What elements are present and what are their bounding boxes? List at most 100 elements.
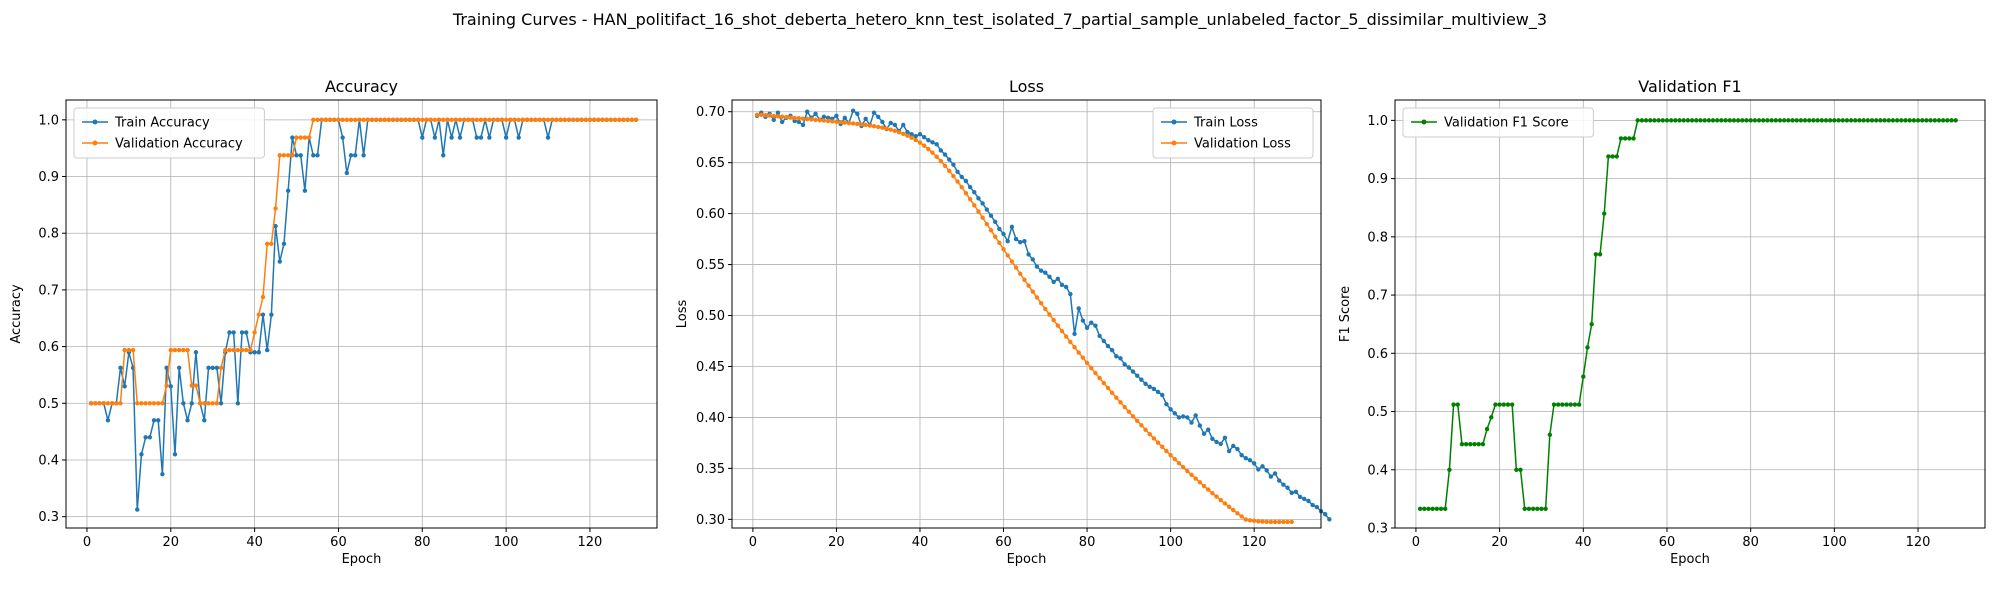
data-point: [1878, 118, 1883, 123]
legend-label: Validation Accuracy: [115, 137, 243, 152]
data-point: [1080, 355, 1086, 360]
x-tick-label: 120: [578, 535, 603, 550]
data-point: [1924, 118, 1929, 123]
data-point: [269, 312, 274, 317]
data-point: [122, 347, 127, 353]
data-point: [608, 117, 614, 123]
data-point: [264, 241, 270, 247]
data-point: [913, 137, 918, 143]
data-point: [621, 117, 626, 123]
data-point: [1189, 472, 1194, 478]
data-point: [160, 401, 165, 406]
data-point: [1819, 118, 1825, 123]
data-point: [880, 125, 885, 130]
data-point: [248, 347, 253, 353]
data-point: [449, 117, 454, 123]
data-point: [1210, 436, 1215, 442]
data-point: [855, 111, 860, 116]
data-point: [1155, 440, 1161, 445]
data-point: [93, 401, 98, 406]
data-point: [1101, 380, 1106, 386]
data-point: [1430, 506, 1435, 511]
data-point: [386, 117, 391, 123]
data-point: [189, 401, 194, 406]
data-point: [779, 119, 785, 125]
data-point: [1953, 118, 1958, 123]
data-point: [1756, 118, 1762, 123]
data-point: [972, 190, 977, 195]
y-tick-label: 0.8: [1367, 230, 1388, 245]
data-point: [1135, 373, 1140, 378]
data-point: [1055, 323, 1061, 328]
data-point: [1277, 478, 1282, 483]
data-point: [1105, 343, 1111, 349]
data-point: [1593, 252, 1599, 257]
data-point: [1214, 494, 1219, 499]
data-point: [1535, 506, 1540, 511]
data-point: [1668, 118, 1674, 123]
data-point: [1214, 439, 1219, 445]
y-tick-label: 0.40: [696, 411, 725, 426]
data-point: [1197, 423, 1203, 428]
data-point: [1256, 467, 1261, 472]
data-point: [1786, 118, 1791, 123]
data-point: [1706, 118, 1712, 123]
data-point: [1302, 496, 1307, 502]
data-point: [491, 117, 496, 123]
data-point: [1781, 118, 1787, 123]
data-point: [424, 117, 429, 123]
data-point: [1030, 289, 1035, 294]
data-point: [378, 117, 383, 123]
data-point: [151, 418, 157, 423]
data-point: [1122, 404, 1127, 410]
data-point: [1890, 118, 1896, 123]
data-point: [1761, 118, 1766, 123]
data-point: [1769, 118, 1774, 123]
data-point: [800, 122, 806, 128]
data-point: [244, 330, 249, 335]
data-point: [980, 201, 985, 206]
data-point: [445, 117, 450, 123]
data-point: [1576, 402, 1582, 407]
legend-box: [1402, 107, 1594, 138]
legend-marker: [1171, 140, 1177, 146]
data-point: [1597, 252, 1603, 257]
data-point: [273, 206, 278, 211]
data-point: [1009, 224, 1015, 230]
data-point: [1218, 441, 1223, 447]
data-point: [227, 330, 232, 335]
data-point: [1874, 118, 1879, 123]
data-point: [277, 153, 282, 158]
data-point: [554, 117, 559, 123]
data-point: [821, 114, 827, 120]
data-point: [1886, 118, 1891, 123]
series-train-loss: [754, 108, 1332, 522]
data-point: [951, 173, 956, 179]
data-point: [617, 117, 622, 123]
data-point: [955, 169, 960, 175]
data-point: [1264, 468, 1269, 473]
data-point: [1235, 446, 1240, 452]
data-point: [520, 117, 526, 123]
data-point: [1547, 432, 1553, 438]
data-point: [1744, 118, 1749, 123]
data-point: [876, 124, 881, 130]
series-validation-loss: [754, 112, 1294, 525]
data-point: [976, 196, 981, 201]
data-point: [1773, 118, 1778, 123]
data-point: [361, 117, 366, 123]
data-point: [109, 401, 115, 406]
y-tick-label: 0.7: [38, 283, 59, 298]
data-point: [143, 435, 148, 440]
data-point: [1501, 402, 1506, 407]
data-point: [901, 131, 906, 137]
data-point: [315, 117, 320, 123]
data-point: [1514, 467, 1519, 472]
data-point: [277, 259, 282, 264]
data-point: [1038, 301, 1044, 306]
x-tick-label: 20: [828, 535, 845, 550]
data-point: [926, 146, 931, 152]
data-point: [850, 121, 856, 126]
data-point: [804, 116, 810, 122]
data-point: [441, 117, 446, 123]
